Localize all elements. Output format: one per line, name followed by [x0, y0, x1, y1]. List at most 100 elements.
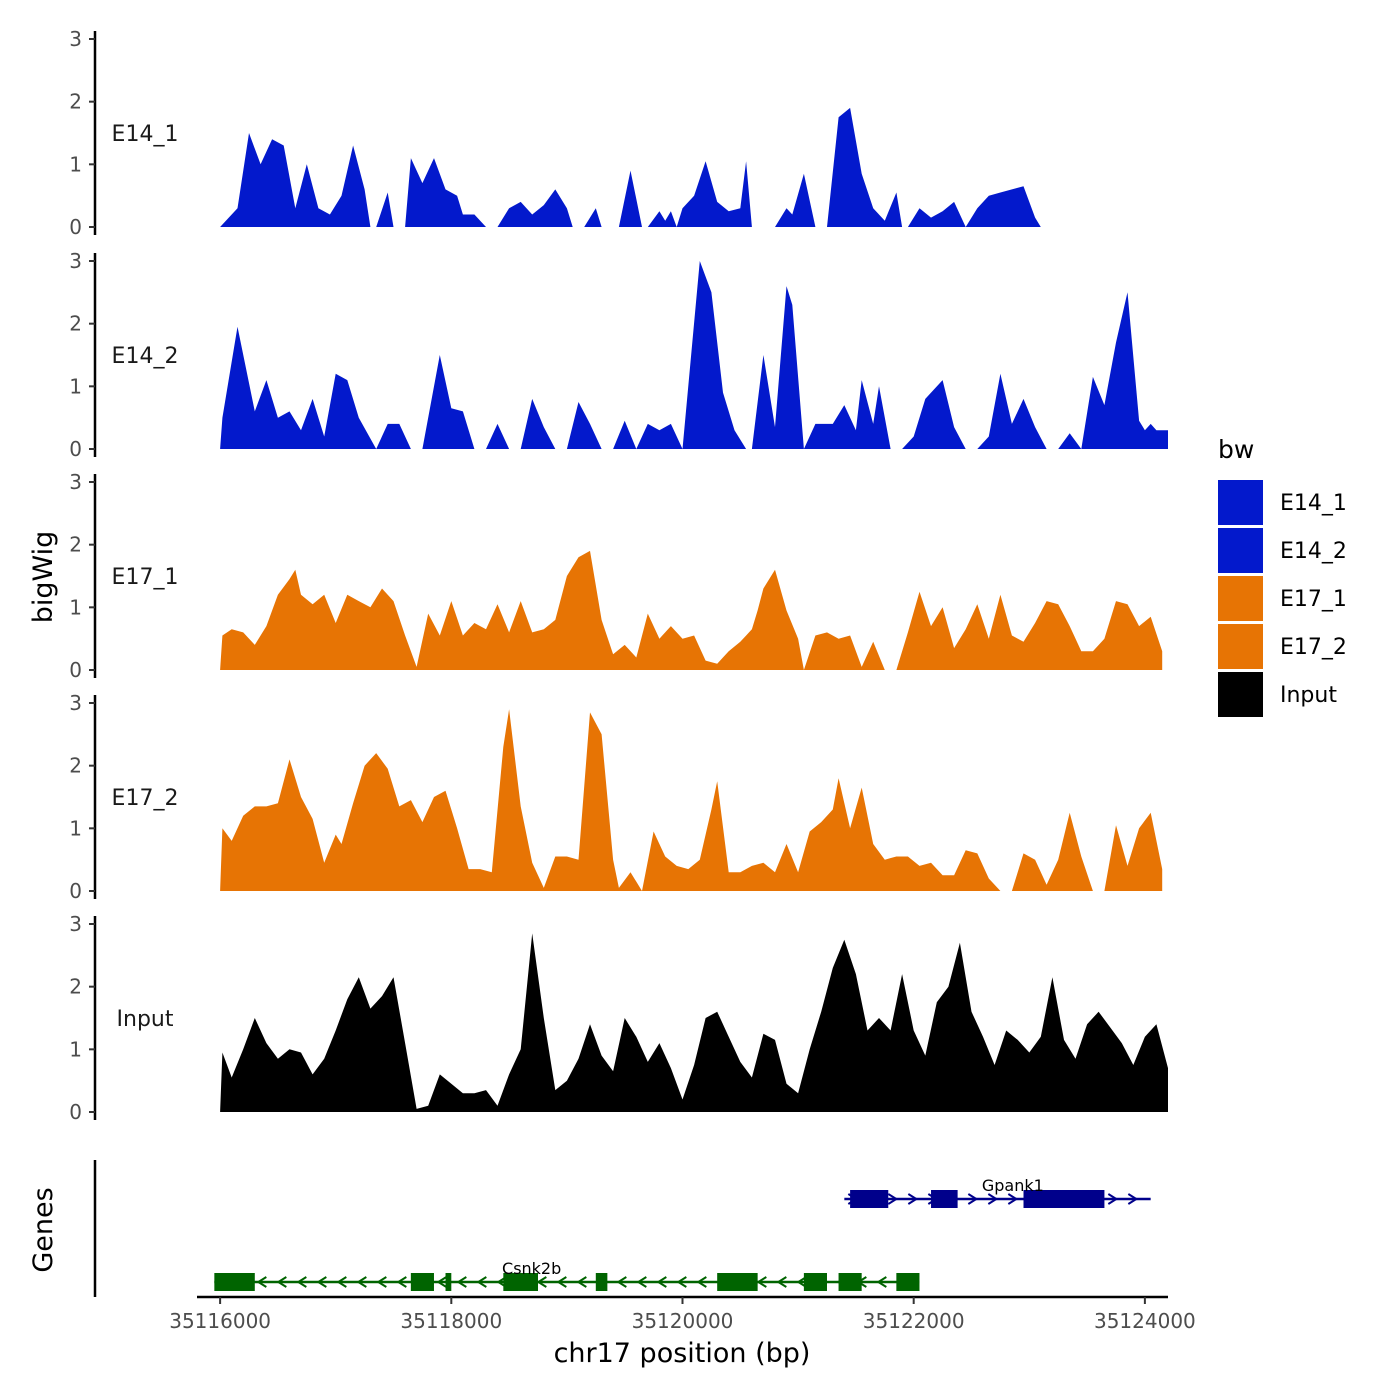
- strand-arrow: [696, 1276, 707, 1288]
- track-label: E14_1: [112, 122, 179, 147]
- strand-arrow: [1127, 1193, 1139, 1205]
- strand-arrow: [656, 1276, 667, 1288]
- exon: [803, 1273, 827, 1291]
- strand-arrow: [756, 1276, 767, 1288]
- y-tick-label: 1: [69, 152, 82, 176]
- strand-arrow: [1107, 1193, 1119, 1205]
- legend-title: bw: [1218, 435, 1254, 464]
- track-label: E17_2: [112, 786, 179, 811]
- y-tick-label: 3: [69, 249, 82, 273]
- exon: [595, 1273, 608, 1291]
- y-tick-label: 0: [69, 437, 82, 461]
- legend-label-E17_2: E17_2: [1280, 635, 1347, 660]
- legend: bw E14_1 E14_2 E17_1 E17_2 Input: [1218, 435, 1347, 717]
- track-label: Input: [117, 1007, 174, 1032]
- strand-arrow: [396, 1276, 407, 1288]
- strand-arrow: [676, 1276, 687, 1288]
- strand-arrow: [376, 1276, 387, 1288]
- area-E14_1: [220, 107, 1041, 227]
- y-tick-label: 3: [69, 912, 82, 936]
- strand-arrow: [456, 1276, 467, 1288]
- y-axis-title: bigWig: [28, 531, 59, 624]
- legend-label-Input: Input: [1280, 683, 1337, 708]
- y-tick-label: 3: [69, 27, 82, 51]
- x-tick-label: 35124000: [1094, 1309, 1196, 1333]
- gene-Gpank1: Gpank1: [844, 1176, 1151, 1208]
- y-tick-label: 2: [69, 312, 82, 336]
- strand-arrow: [616, 1276, 627, 1288]
- y-tick-label: 0: [69, 1100, 82, 1124]
- strand-arrow: [476, 1276, 487, 1288]
- strand-arrow: [876, 1276, 887, 1288]
- y-tick-label: 1: [69, 374, 82, 398]
- track-Input: 0 1 2 3 Input: [69, 912, 1169, 1124]
- track-label: E14_2: [112, 344, 179, 369]
- strand-arrow: [776, 1276, 787, 1288]
- gene-label: Gpank1: [982, 1176, 1044, 1195]
- y-tick-label: 1: [69, 595, 82, 619]
- y-tick-label: 1: [69, 816, 82, 840]
- exon: [1023, 1190, 1105, 1208]
- exon: [503, 1273, 539, 1291]
- legend-label-E14_2: E14_2: [1280, 539, 1347, 564]
- exon: [445, 1273, 452, 1291]
- strand-arrow: [1007, 1193, 1019, 1205]
- tracks-layer: 0 1 2 3 E14_1 0 1 2 3 E14_2 0 1 2 3 E17_1 0 1 2 3 E17_2 0 1 2 3…: [69, 27, 1169, 1124]
- y-tick-label: 2: [69, 90, 82, 114]
- exon: [717, 1273, 758, 1291]
- x-tick-label: 35120000: [632, 1309, 734, 1333]
- genes-layer: Gpank1 Csnk2b: [93, 1160, 1151, 1297]
- y-tick-label: 2: [69, 754, 82, 778]
- strand-arrow: [536, 1276, 547, 1288]
- y-tick-label: 3: [69, 691, 82, 715]
- strand-arrow: [436, 1276, 447, 1288]
- strand-arrow: [967, 1193, 979, 1205]
- strand-arrow: [276, 1276, 287, 1288]
- y-tick-label: 2: [69, 533, 82, 557]
- strand-arrow: [336, 1276, 347, 1288]
- exon: [214, 1273, 255, 1291]
- track-E17_1: 0 1 2 3 E17_1: [69, 470, 1163, 682]
- legend-label-E14_1: E14_1: [1280, 491, 1347, 516]
- strand-arrow: [576, 1276, 587, 1288]
- gene-label: Csnk2b: [502, 1259, 561, 1278]
- x-tick-label: 35116000: [169, 1309, 271, 1333]
- strand-arrow: [296, 1276, 307, 1288]
- legend-swatch-E14_1: [1218, 480, 1263, 525]
- y-tick-label: 2: [69, 975, 82, 999]
- exon: [410, 1273, 434, 1291]
- track-E14_2: 0 1 2 3 E14_2: [69, 249, 1169, 461]
- strand-arrow: [796, 1276, 807, 1288]
- strand-arrow: [256, 1276, 267, 1288]
- strand-arrow: [907, 1193, 919, 1205]
- strand-arrow: [356, 1276, 367, 1288]
- legend-swatch-E17_2: [1218, 624, 1263, 669]
- exon: [850, 1190, 889, 1208]
- strand-arrow: [987, 1193, 999, 1205]
- x-tick-label: 35118000: [400, 1309, 502, 1333]
- track-E17_2: 0 1 2 3 E17_2: [69, 691, 1163, 903]
- gene-Csnk2b: Csnk2b: [214, 1259, 920, 1291]
- exon: [838, 1273, 862, 1291]
- track-E14_1: 0 1 2 3 E14_1: [69, 27, 1041, 239]
- strand-arrow: [556, 1276, 567, 1288]
- genes-axis-title: Genes: [28, 1187, 59, 1272]
- y-tick-label: 1: [69, 1037, 82, 1061]
- strand-arrow: [636, 1276, 647, 1288]
- track-label: E17_1: [112, 565, 179, 590]
- area-Input: [220, 933, 1169, 1112]
- legend-label-E17_1: E17_1: [1280, 587, 1347, 612]
- area-E17_1: [220, 550, 1163, 670]
- exon: [931, 1190, 958, 1208]
- area-E17_2: [220, 709, 1163, 891]
- y-tick-label: 0: [69, 879, 82, 903]
- legend-swatch-E17_1: [1218, 576, 1263, 621]
- strand-arrow: [887, 1193, 899, 1205]
- area-E14_2: [220, 261, 1169, 449]
- exon: [896, 1273, 920, 1291]
- x-tick-label: 35122000: [863, 1309, 965, 1333]
- legend-swatch-Input: [1218, 672, 1263, 717]
- x-axis-title: chr17 position (bp): [554, 1338, 811, 1369]
- strand-arrow: [316, 1276, 327, 1288]
